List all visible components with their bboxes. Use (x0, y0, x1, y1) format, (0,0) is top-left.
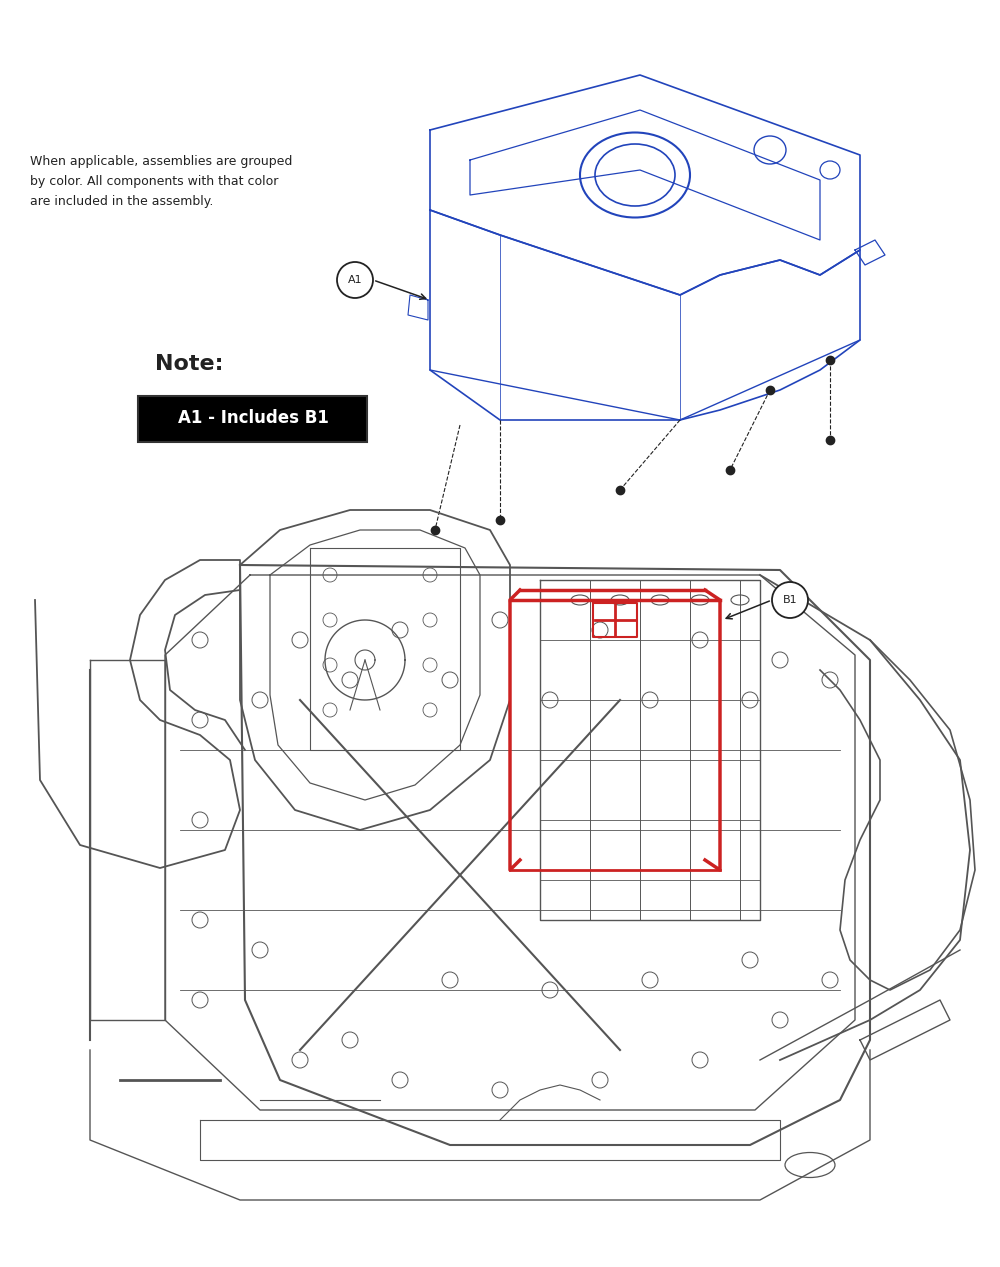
FancyBboxPatch shape (138, 397, 367, 442)
Text: A1: A1 (348, 275, 362, 285)
Text: by color. All components with that color: by color. All components with that color (30, 175, 278, 188)
Text: B1: B1 (783, 595, 797, 606)
Text: A1 - Includes B1: A1 - Includes B1 (178, 409, 328, 427)
Text: Note:: Note: (155, 353, 224, 374)
Circle shape (772, 582, 808, 618)
Text: When applicable, assemblies are grouped: When applicable, assemblies are grouped (30, 155, 292, 169)
Text: are included in the assembly.: are included in the assembly. (30, 195, 213, 208)
Circle shape (337, 262, 373, 298)
